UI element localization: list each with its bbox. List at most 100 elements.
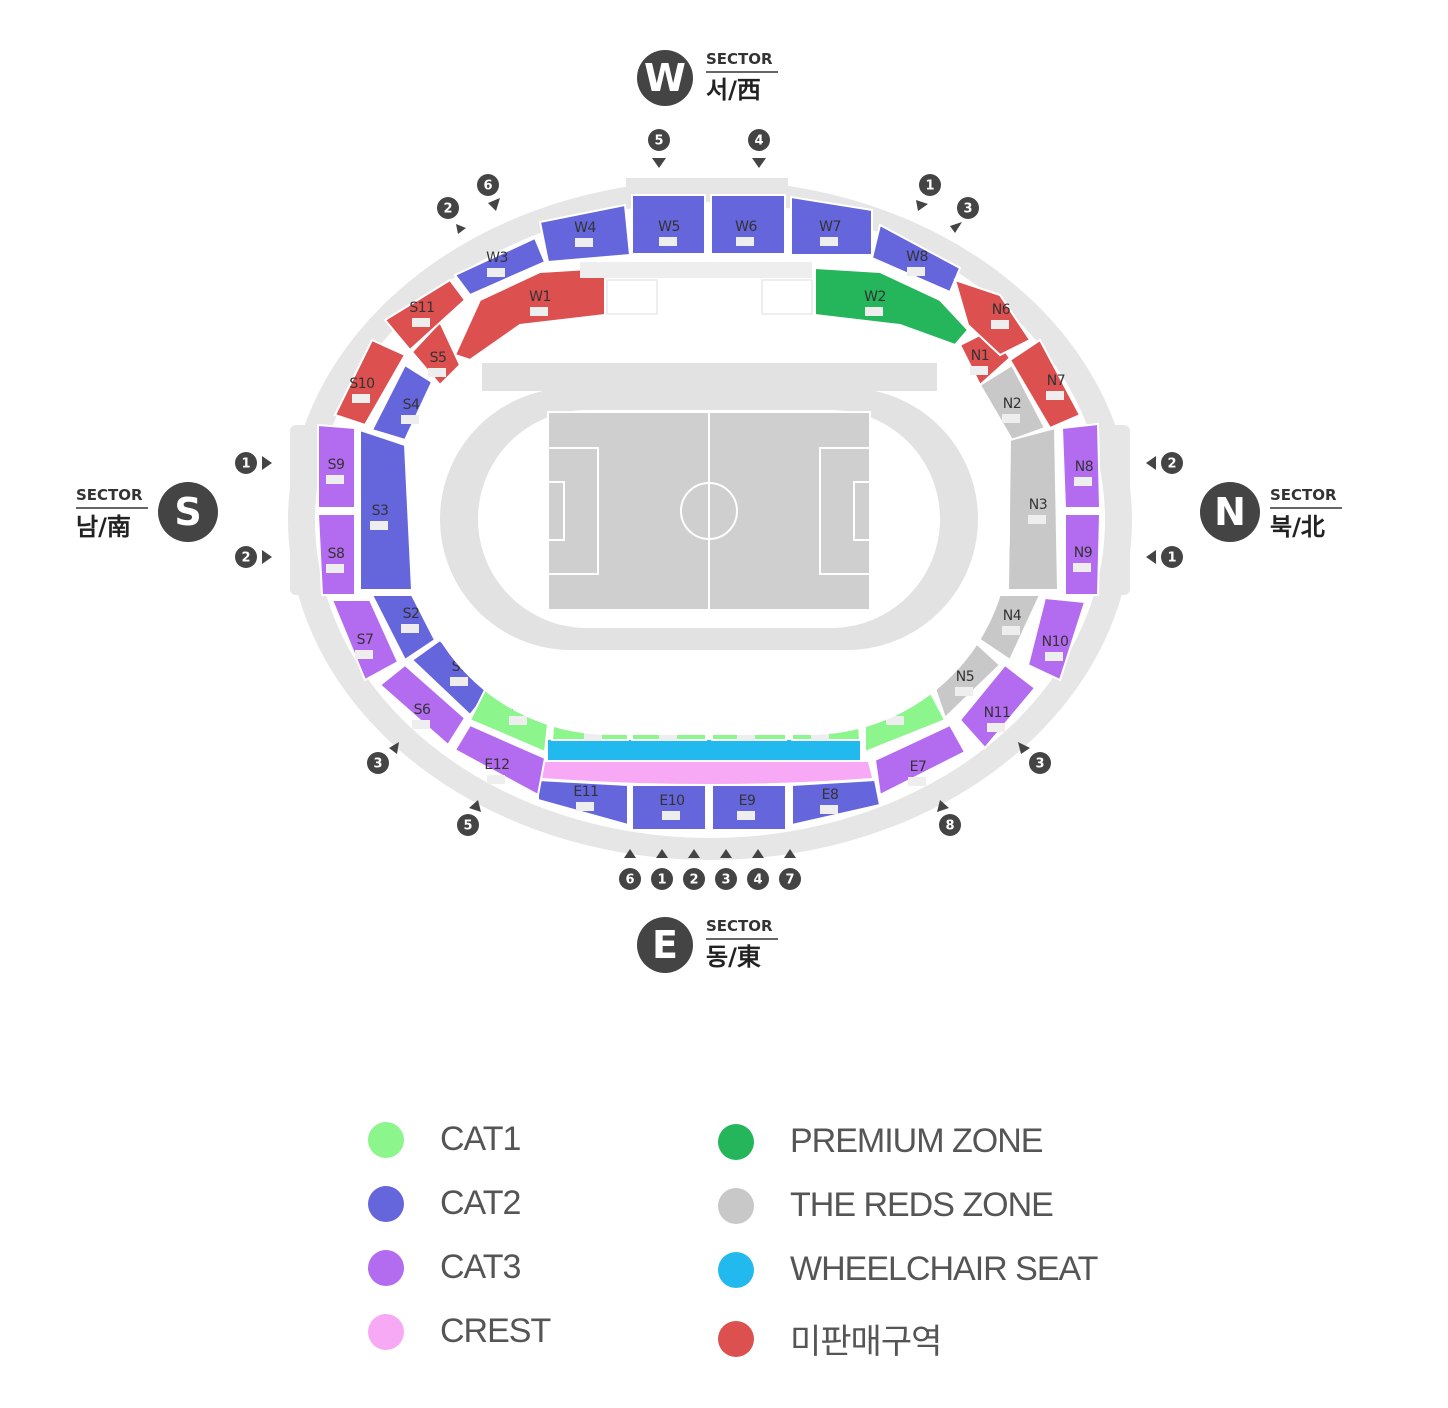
section-shape[interactable] (873, 723, 967, 797)
gate-circle[interactable] (437, 197, 459, 219)
gate-marker[interactable]: 6 (619, 849, 641, 890)
gate-marker[interactable]: 1 (235, 452, 272, 474)
section-shape[interactable] (978, 363, 1047, 442)
section-s6[interactable]: S6 (378, 663, 467, 747)
section-shape[interactable] (370, 363, 434, 442)
gate-circle[interactable] (1161, 452, 1183, 474)
section-w1[interactable]: W1 (453, 266, 606, 362)
gate-marker[interactable]: 2 (437, 197, 466, 234)
section-shape[interactable] (814, 266, 970, 347)
gate-circle[interactable] (939, 814, 961, 836)
section-e8[interactable]: E8 (791, 778, 882, 827)
gate-circle[interactable] (957, 197, 979, 219)
section-s8[interactable]: S8 (316, 513, 356, 596)
section-w5[interactable]: W5 (631, 194, 706, 255)
gate-marker[interactable]: 3 (715, 849, 737, 890)
section-n3[interactable]: N3 (1006, 426, 1060, 591)
section-n6[interactable]: N6 (953, 278, 1032, 357)
section-shape[interactable] (359, 428, 414, 591)
section-shape[interactable] (631, 784, 707, 831)
section-s9[interactable]: S9 (317, 423, 356, 509)
section-e12[interactable]: E12 (453, 723, 547, 797)
section-shape[interactable] (1008, 338, 1082, 430)
section-shape[interactable] (1060, 422, 1102, 509)
legend-item-reds: THE REDS ZONE (718, 1186, 1054, 1225)
section-w3[interactable]: W3 (453, 236, 547, 297)
gate-marker[interactable]: 6 (477, 174, 500, 211)
gate-marker[interactable]: 8 (937, 800, 961, 836)
section-n10[interactable]: N10 (1026, 596, 1087, 682)
section-label: S7 (357, 632, 374, 648)
gate-marker[interactable]: 5 (457, 800, 481, 836)
section-shape[interactable] (453, 723, 547, 797)
section-shape[interactable] (453, 236, 547, 297)
gate-marker[interactable]: 1 (651, 849, 673, 890)
section-s7[interactable]: S7 (330, 599, 400, 682)
gate-circle[interactable] (715, 868, 737, 890)
gate-circle[interactable] (651, 868, 673, 890)
gate-circle[interactable] (648, 129, 670, 151)
section-n11[interactable]: N11 (958, 663, 1037, 750)
section-shape[interactable] (1064, 513, 1102, 596)
section-shape[interactable] (791, 778, 882, 827)
gate-circle[interactable] (1029, 752, 1051, 774)
gate-marker[interactable]: 4 (747, 849, 769, 890)
gate-circle[interactable] (919, 174, 941, 196)
section-shape[interactable] (316, 513, 356, 596)
section-label: E10 (659, 793, 684, 809)
section-shape[interactable] (710, 194, 786, 255)
section-s4[interactable]: S4 (370, 363, 434, 442)
section-shape[interactable] (953, 278, 1032, 357)
gate-marker[interactable]: 2 (235, 546, 272, 568)
gate-circle[interactable] (477, 174, 499, 196)
gate-circle[interactable] (779, 868, 801, 890)
section-n7[interactable]: N7 (1008, 338, 1082, 430)
section-w8[interactable]: W8 (870, 223, 962, 294)
section-s5[interactable]: S5 (410, 320, 462, 387)
section-shape[interactable] (1026, 596, 1087, 682)
gate-circle[interactable] (619, 868, 641, 890)
gate-marker[interactable]: 4 (748, 129, 770, 168)
gate-marker[interactable]: 2 (683, 849, 705, 890)
gate-circle[interactable] (457, 814, 479, 836)
gate-marker[interactable]: 1 (1146, 546, 1183, 568)
section-n8[interactable]: N8 (1060, 422, 1102, 509)
section-s3[interactable]: S3 (359, 428, 414, 591)
gate-marker[interactable]: 5 (648, 129, 670, 168)
gate-marker[interactable]: 7 (779, 849, 801, 890)
section-shape[interactable] (383, 278, 467, 352)
section-w4[interactable]: W4 (538, 203, 632, 264)
section-shape[interactable] (711, 784, 787, 831)
section-shape[interactable] (317, 423, 356, 509)
section-e7[interactable]: E7 (873, 723, 967, 797)
section-n9[interactable]: N9 (1064, 513, 1102, 596)
section-w2[interactable]: W2 (814, 266, 970, 347)
gate-marker[interactable]: 3 (1018, 742, 1051, 774)
section-s10[interactable]: S10 (333, 338, 407, 427)
north-wall (1108, 425, 1130, 595)
section-w6[interactable]: W6 (710, 194, 786, 255)
section-s2[interactable]: S2 (370, 594, 437, 662)
section-shape[interactable] (958, 663, 1037, 750)
gate-marker[interactable]: 3 (367, 742, 399, 774)
section-n2[interactable]: N2 (978, 363, 1047, 442)
section-e10[interactable]: E10 (631, 784, 707, 831)
section-shape[interactable] (538, 203, 632, 264)
section-label: S5 (430, 350, 447, 366)
gate-marker[interactable]: 2 (1146, 452, 1183, 474)
section-e9[interactable]: E9 (711, 784, 787, 831)
gate-circle[interactable] (748, 129, 770, 151)
section-shape[interactable] (631, 194, 706, 255)
gate-circle[interactable] (367, 752, 389, 774)
gate-marker[interactable]: 1 (916, 174, 941, 211)
gate-circle[interactable] (235, 546, 257, 568)
gate-circle[interactable] (235, 452, 257, 474)
gate-circle[interactable] (1161, 546, 1183, 568)
section-shape[interactable] (333, 338, 407, 427)
gate-circle[interactable] (747, 868, 769, 890)
section-shape[interactable] (870, 223, 962, 294)
section-shape[interactable] (330, 599, 400, 682)
gate-circle[interactable] (683, 868, 705, 890)
section-s11[interactable]: S11 (383, 278, 467, 352)
gate-marker[interactable]: 3 (950, 197, 979, 233)
